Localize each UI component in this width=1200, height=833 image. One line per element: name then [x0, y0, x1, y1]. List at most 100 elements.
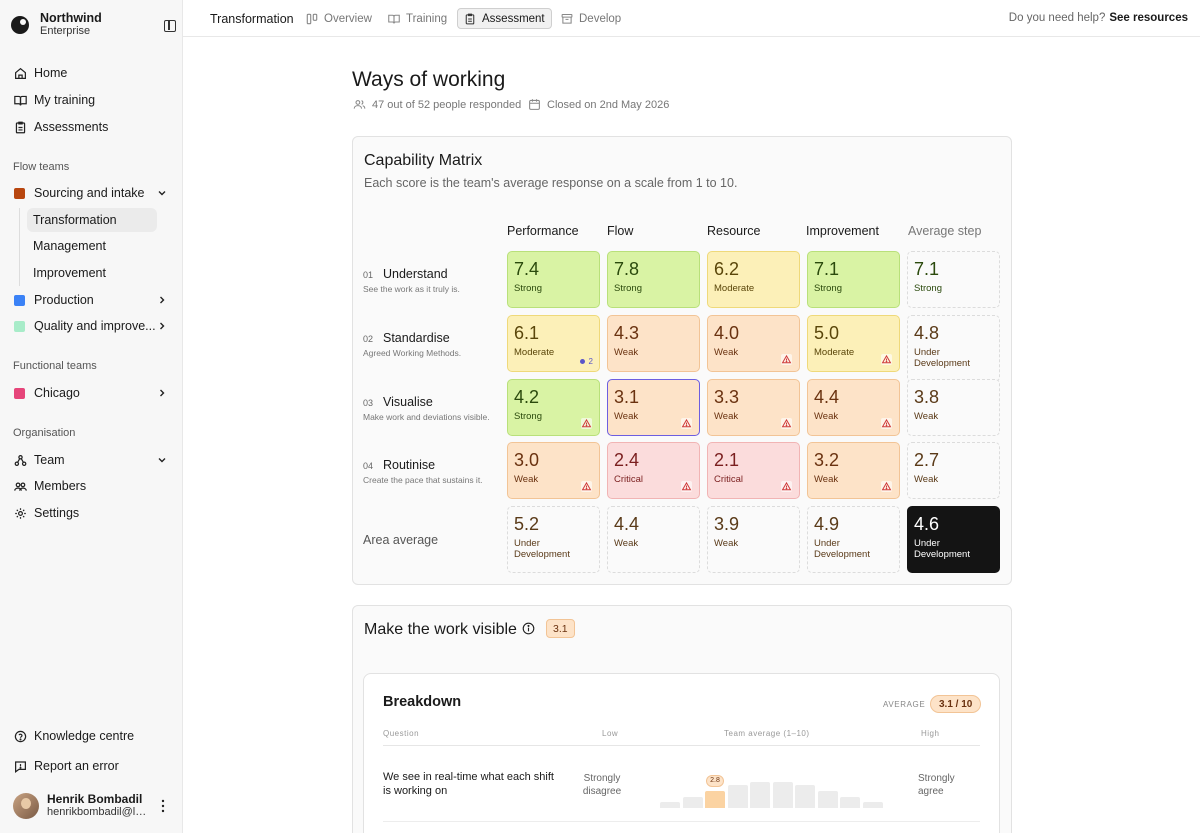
matrix-cell[interactable]: 4.0 Weak: [707, 315, 800, 372]
warning-icon: [881, 481, 892, 492]
user-name: Henrik Bombadil: [47, 792, 143, 806]
warning-icon: [581, 481, 592, 492]
team-label: Production: [34, 293, 94, 307]
matrix-cell[interactable]: 6.1 Moderate 2: [507, 315, 600, 372]
chevron-down-icon[interactable]: [156, 454, 168, 466]
comment-count-badge: 2: [579, 357, 593, 366]
team-sourcing-and-intake[interactable]: Sourcing and intake: [8, 181, 176, 205]
distribution-bar: [772, 782, 793, 808]
functional-teams-heading: Functional teams: [13, 360, 97, 372]
subnav-management[interactable]: Management: [27, 234, 157, 258]
tab-develop[interactable]: Develop: [555, 8, 627, 29]
matrix-cell[interactable]: 3.8 Weak: [907, 379, 1000, 436]
distribution-bar: [750, 782, 770, 808]
warning-icon: [581, 418, 592, 429]
cell-score: 6.2: [714, 259, 740, 279]
info-icon[interactable]: [522, 622, 535, 635]
matrix-cell[interactable]: 4.2 Strong: [507, 379, 600, 436]
chevron-right-icon[interactable]: [156, 387, 168, 399]
matrix-cell[interactable]: 2.4 Critical: [607, 442, 700, 499]
matrix-cell[interactable]: 7.1 Strong: [907, 251, 1000, 308]
column-header-average-step: Average step: [908, 224, 982, 238]
distribution-bar: [795, 785, 815, 808]
team-color-swatch: [14, 294, 25, 306]
divider: [383, 821, 980, 822]
matrix-cell[interactable]: 3.9 Weak: [707, 506, 800, 573]
tab-training[interactable]: Training: [382, 8, 453, 29]
nav-settings[interactable]: Settings: [8, 501, 176, 525]
tab-label: Assessment: [482, 12, 545, 25]
cell-level-label: Under Development: [814, 538, 870, 560]
matrix-cell[interactable]: 6.2 Moderate: [707, 251, 800, 308]
subnav-improvement[interactable]: Improvement: [27, 261, 157, 285]
matrix-cell[interactable]: 3.3 Weak: [707, 379, 800, 436]
nav-knowledge-centre[interactable]: Knowledge centre: [8, 724, 176, 748]
help-circle-icon: [14, 730, 27, 743]
nav-team[interactable]: Team: [8, 448, 176, 472]
organisation-heading: Organisation: [13, 427, 76, 439]
breakdown-title: Breakdown: [383, 694, 462, 710]
cell-level-label: Under Development: [914, 347, 970, 369]
distribution-bar: [840, 797, 860, 808]
matrix-cell[interactable]: 3.1 Weak: [607, 379, 700, 436]
matrix-cell[interactable]: 3.2 Weak: [807, 442, 900, 499]
nav-my-training-label: My training: [34, 93, 96, 107]
row-name: Visualise: [383, 395, 433, 409]
matrix-cell[interactable]: 3.0 Weak: [507, 442, 600, 499]
subnav-transformation[interactable]: Transformation: [27, 208, 157, 232]
nav-members[interactable]: Members: [8, 474, 176, 498]
breadcrumb[interactable]: Transformation: [210, 12, 294, 26]
matrix-cell[interactable]: 4.6 Under Development: [907, 506, 1000, 573]
nav-home[interactable]: Home: [8, 61, 176, 85]
tab-assessment[interactable]: Assessment: [457, 8, 552, 29]
user-email: henrikbombadil@lka...: [47, 806, 149, 818]
cell-score: 5.0: [814, 323, 840, 343]
cell-score: 5.2: [514, 514, 540, 534]
avatar: [13, 793, 39, 819]
matrix-cell[interactable]: 4.8 Under Development: [907, 315, 1000, 382]
matrix-cell[interactable]: 5.2 Under Development: [507, 506, 600, 573]
cell-level-label: Weak: [614, 347, 639, 358]
matrix-cell[interactable]: 4.9 Under Development: [807, 506, 900, 573]
brand[interactable]: Northwind Enterprise: [11, 12, 102, 38]
row-name: Understand: [383, 267, 448, 281]
comment-count: 2: [588, 357, 593, 366]
average-pill: 3.1 / 10: [930, 695, 982, 713]
team-quality-and-improvement[interactable]: Quality and improve...: [8, 314, 176, 338]
chevron-right-icon[interactable]: [156, 320, 168, 332]
closed-date-text: Closed on 2nd May 2026: [547, 98, 670, 111]
matrix-cell[interactable]: 2.1 Critical: [707, 442, 800, 499]
nav-assessments[interactable]: Assessments: [8, 115, 176, 139]
cell-level-label: Critical: [614, 474, 644, 485]
matrix-cell[interactable]: 4.3 Weak: [607, 315, 700, 372]
matrix-cell[interactable]: 7.4 Strong: [507, 251, 600, 308]
more-vertical-icon[interactable]: [161, 799, 165, 813]
matrix-cell[interactable]: 2.7 Weak: [907, 442, 1000, 499]
sidebar-toggle-icon[interactable]: [164, 20, 176, 32]
nav-assessments-label: Assessments: [34, 120, 109, 134]
header-high: High: [921, 729, 940, 738]
matrix-cell[interactable]: 4.4 Weak: [607, 506, 700, 573]
matrix-cell[interactable]: 4.4 Weak: [807, 379, 900, 436]
users-icon: [353, 100, 366, 109]
matrix-cell[interactable]: 5.0 Moderate: [807, 315, 900, 372]
see-resources-link[interactable]: See resources: [1109, 12, 1188, 24]
sidebar: Northwind Enterprise Home My training As…: [0, 0, 183, 833]
nav-report-error[interactable]: Report an error: [8, 754, 176, 778]
row-label-routinise: 04 Routinise Create the pace that sustain…: [363, 457, 483, 485]
cell-score: 3.2: [814, 450, 840, 470]
team-chicago[interactable]: Chicago: [8, 381, 176, 405]
nav-members-label: Members: [34, 479, 87, 493]
warning-icon: [781, 481, 792, 492]
team-production[interactable]: Production: [8, 288, 176, 312]
chevron-down-icon[interactable]: [156, 187, 168, 199]
tab-overview[interactable]: Overview: [300, 8, 378, 29]
matrix-cell[interactable]: 7.1 Strong: [807, 251, 900, 308]
chevron-right-icon[interactable]: [156, 294, 168, 306]
cell-score: 6.1: [514, 323, 540, 343]
matrix-cell[interactable]: 7.8 Strong: [607, 251, 700, 308]
user-profile[interactable]: Henrik Bombadil henrikbombadil@lka...: [13, 793, 149, 819]
nav-my-training[interactable]: My training: [8, 88, 176, 112]
tab-label: Develop: [579, 12, 622, 25]
cell-score: 3.9: [714, 514, 740, 534]
